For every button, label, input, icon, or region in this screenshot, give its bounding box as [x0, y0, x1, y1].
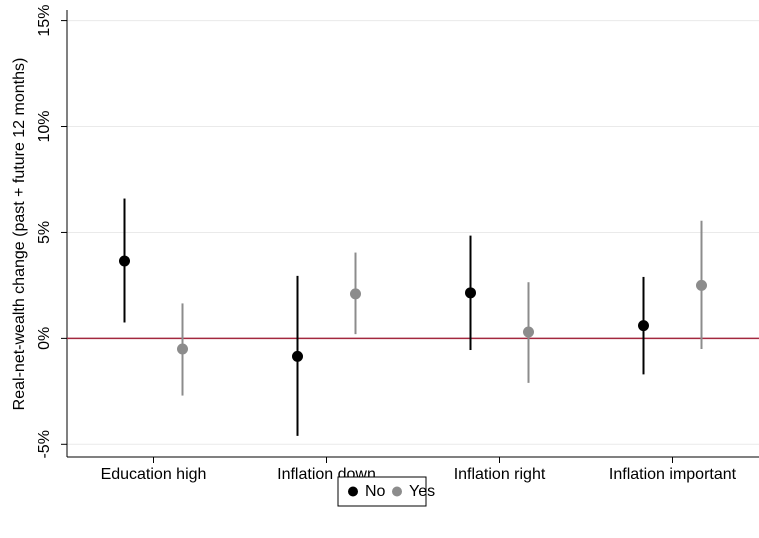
x-tick-label: Education high [101, 466, 207, 483]
y-tick-label: 10% [36, 111, 53, 143]
y-tick-label: 15% [36, 5, 53, 37]
point [292, 350, 303, 362]
point [465, 287, 476, 299]
point [523, 326, 534, 338]
y-tick-label: 0% [36, 327, 53, 350]
y-tick-label: 5% [36, 221, 53, 244]
legend-marker [392, 486, 402, 497]
y-tick-label: -5% [36, 430, 53, 458]
legend-marker [348, 486, 358, 497]
x-tick-label: Inflation important [609, 466, 737, 483]
point [350, 288, 361, 300]
legend-label: Yes [409, 483, 435, 500]
x-tick-label: Inflation right [454, 466, 546, 483]
y-axis-label: Real-net-wealth change (past + future 12… [11, 58, 28, 411]
point [177, 343, 188, 355]
point [119, 255, 130, 267]
legend-label: No [365, 483, 386, 500]
point [638, 320, 649, 332]
point [696, 279, 707, 291]
